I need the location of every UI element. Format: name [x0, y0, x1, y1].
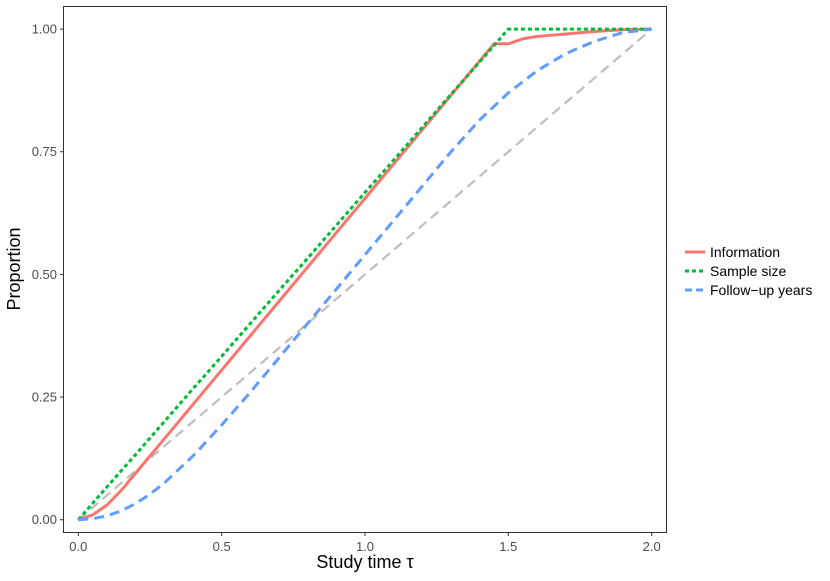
- y-tick-label: 0.75: [32, 144, 57, 159]
- x-axis-title: Study time τ: [316, 552, 413, 572]
- series-line-follow-up-years: [78, 27, 652, 522]
- legend-label-information: Information: [710, 244, 780, 260]
- y-axis-title: Proportion: [4, 227, 24, 310]
- legend: Information Sample size Follow−up years: [685, 244, 812, 298]
- y-tick-label: 0.00: [32, 512, 57, 527]
- series-line-sample-size: [77, 27, 652, 521]
- x-axis: 0.0 0.5 1.0 1.5 2.0: [69, 532, 661, 554]
- legend-label-follow-up-years: Follow−up years: [710, 282, 812, 298]
- x-tick-label: 1.0: [356, 539, 374, 554]
- x-tick-label: 1.5: [499, 539, 517, 554]
- y-tick-label: 0.50: [32, 267, 57, 282]
- y-axis: 0.00 0.25 0.50 0.75 1.00: [32, 22, 64, 527]
- y-tick-label: 1.00: [32, 22, 57, 37]
- series-layer: [77, 27, 652, 522]
- x-tick-label: 0.0: [69, 539, 87, 554]
- series-line-information: [77, 27, 652, 522]
- legend-label-sample-size: Sample size: [710, 263, 786, 279]
- x-tick-label: 2.0: [643, 539, 661, 554]
- reference-line: [77, 28, 653, 521]
- y-tick-label: 0.25: [32, 390, 57, 405]
- plot-panel: [63, 6, 667, 533]
- x-tick-label: 0.5: [213, 539, 231, 554]
- reference-line-layer: [77, 28, 653, 521]
